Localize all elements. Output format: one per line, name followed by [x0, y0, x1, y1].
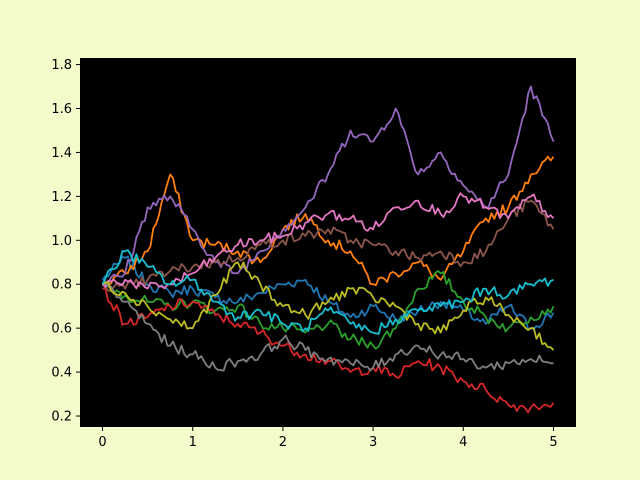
series-line-9 [102, 261, 555, 351]
y-tick-label: 1.4 [51, 146, 72, 161]
plot-area [80, 58, 576, 427]
y-tick-label: 0.4 [51, 366, 72, 381]
series-line-10 [101, 249, 554, 335]
y-tick-label: 1.8 [51, 58, 72, 73]
y-tick-label: 0.2 [51, 410, 72, 425]
series-line-8 [101, 280, 554, 372]
x-tick-label: 4 [459, 435, 467, 450]
series-line-6 [101, 199, 555, 292]
y-tick-label: 1.0 [51, 234, 72, 249]
series-group [101, 85, 555, 414]
x-axis: 0 1 2 3 4 5 [98, 427, 558, 450]
y-tick-label: 1.6 [51, 102, 72, 117]
series-line-7 [101, 192, 555, 290]
y-axis: 0.2 0.4 0.6 0.8 1.0 1.2 1.4 1.6 1.8 [51, 58, 80, 425]
series-line-4 [102, 287, 555, 414]
x-tick-label: 1 [189, 435, 197, 450]
y-tick-label: 0.8 [51, 278, 72, 293]
x-tick-label: 5 [549, 435, 557, 450]
x-tick-label: 2 [279, 435, 287, 450]
series-line-3 [101, 270, 555, 350]
x-tick-label: 0 [98, 435, 106, 450]
y-tick-label: 0.6 [51, 322, 72, 337]
series-line-2 [102, 155, 555, 287]
x-tick-label: 3 [369, 435, 377, 450]
y-tick-label: 1.2 [51, 190, 72, 205]
